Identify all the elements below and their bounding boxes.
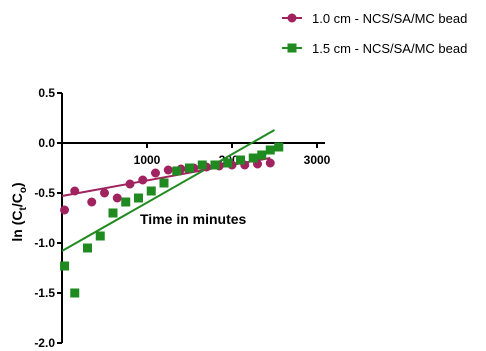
data-point-series-2 — [248, 153, 258, 163]
data-point-series-1 — [112, 193, 122, 203]
y-axis-title-sub-t: t — [18, 207, 29, 211]
data-point-series-2 — [185, 163, 194, 173]
legend-marker-series-2 — [287, 43, 297, 53]
data-point-series-2 — [121, 197, 131, 207]
data-point-series-1 — [265, 158, 275, 168]
data-point-series-2 — [265, 145, 275, 155]
data-point-series-2 — [172, 166, 182, 176]
fit-line-series-2 — [61, 129, 275, 252]
data-point-series-2 — [223, 158, 233, 168]
data-points — [60, 142, 284, 298]
y-tick-label: -1.0 — [34, 236, 55, 250]
data-point-series-2 — [159, 178, 169, 188]
legend-marker-series-1 — [287, 13, 297, 23]
data-point-series-1 — [87, 197, 97, 207]
data-point-series-1 — [138, 175, 148, 185]
y-axis-title: ln (Ct/Co) — [9, 182, 29, 241]
data-point-series-2 — [95, 231, 105, 241]
y-axis-title-end: ) — [9, 182, 25, 187]
data-point-series-2 — [108, 208, 118, 218]
data-point-series-1 — [100, 188, 109, 198]
data-point-series-1 — [151, 168, 160, 178]
y-tick-label: -2.0 — [34, 336, 55, 350]
legend-label-series-2: 1.5 cm - NCS/SA/MC bead — [312, 41, 467, 56]
legend-label-series-1: 1.0 cm - NCS/SA/MC bead — [312, 11, 467, 26]
data-point-series-1 — [125, 179, 135, 189]
legend-item-series-2: 1.5 cm - NCS/SA/MC bead — [282, 41, 467, 56]
data-point-series-2 — [146, 186, 156, 196]
data-point-series-1 — [60, 205, 70, 215]
y-tick-label: -1.5 — [34, 286, 55, 300]
y-axis-title-sub-o: o — [18, 187, 29, 193]
data-point-series-2 — [236, 155, 245, 165]
data-point-series-2 — [257, 150, 267, 160]
y-tick-label: 0.5 — [38, 86, 55, 100]
x-tick-label: 3000 — [304, 153, 331, 167]
y-tick-label: 0.0 — [38, 136, 55, 150]
y-tick-label: -0.5 — [34, 186, 55, 200]
y-axis-title-main: ln (C — [9, 211, 25, 242]
legend-item-series-1: 1.0 cm - NCS/SA/MC bead — [282, 11, 467, 26]
data-point-series-1 — [70, 186, 80, 196]
data-point-series-2 — [134, 193, 143, 203]
data-point-series-1 — [163, 165, 173, 175]
data-point-series-2 — [210, 160, 220, 170]
fit-lines — [61, 129, 275, 252]
data-point-series-2 — [83, 243, 92, 253]
x-tick-label: 1000 — [134, 153, 161, 167]
data-point-series-2 — [70, 288, 80, 298]
data-point-series-2 — [274, 142, 284, 152]
legend: 1.0 cm - NCS/SA/MC bead 1.5 cm - NCS/SA/… — [282, 11, 467, 56]
data-point-series-2 — [60, 261, 70, 271]
x-axis-title: Time in minutes — [140, 211, 247, 227]
y-ticks: 0.5 0.0 -0.5 -1.0 -1.5 -2.0 — [34, 86, 62, 350]
data-point-series-2 — [197, 160, 207, 170]
y-axis-title-mid: /C — [9, 193, 25, 207]
